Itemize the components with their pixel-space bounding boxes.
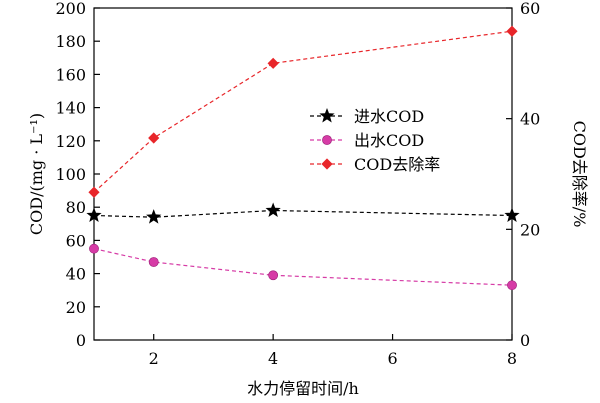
legend-label: 出水COD [354,131,424,150]
series-line [93,209,513,218]
series-layer [86,25,520,291]
left-y-axis-title: COD/(mg · L⁻¹) [27,113,46,235]
data-point [146,209,162,224]
data-point [86,207,102,222]
right-y-tick-label: 20 [520,220,540,239]
data-point [148,132,160,144]
x-axis-title: 水力停留时间/h [247,379,359,398]
left-y-tick-label: 20 [66,298,86,317]
data-point [506,25,518,37]
legend-marker [319,108,335,123]
data-point [267,57,279,69]
left-y-tick-label: 200 [55,0,86,18]
left-y-tick-label: 140 [55,99,86,118]
left-y-tick-label: 100 [55,165,86,184]
right-y-axis-title: COD去除率/% [570,121,589,228]
right-y-tick-label: 40 [520,110,540,129]
data-point [265,202,281,217]
data-point [88,186,100,198]
left-y-tick-label: 160 [55,65,86,84]
legend-marker [322,135,332,145]
legend-marker [321,158,333,170]
left-y-tick-label: 180 [55,32,86,51]
data-point [268,270,279,281]
series-1 [86,202,520,224]
plot-frame [93,7,513,341]
series-2 [89,243,517,291]
data-point [507,280,517,291]
series-line [93,30,513,193]
data-point [148,257,159,267]
left-y-tick-label: 60 [66,231,86,250]
legend-label: 进水COD [354,107,424,126]
data-point [89,243,99,254]
series-3 [88,25,518,198]
right-y-tick-label: 0 [520,331,530,350]
x-tick-label: 4 [268,349,278,368]
left-y-tick-label: 80 [66,198,86,217]
series-line [93,248,513,286]
right-y-tick-label: 60 [520,0,540,18]
x-tick-label: 2 [149,349,159,368]
x-tick-label: 8 [507,349,517,368]
data-point [504,207,520,222]
left-y-tick-label: 0 [76,331,86,350]
left-y-tick-label: 40 [66,265,86,284]
x-tick-label: 6 [387,349,397,368]
left-y-tick-label: 120 [55,132,86,151]
legend-label: COD去除率 [354,155,440,174]
plot-border [93,7,513,341]
legend: 进水COD 出水COD COD去除率 [310,107,440,174]
